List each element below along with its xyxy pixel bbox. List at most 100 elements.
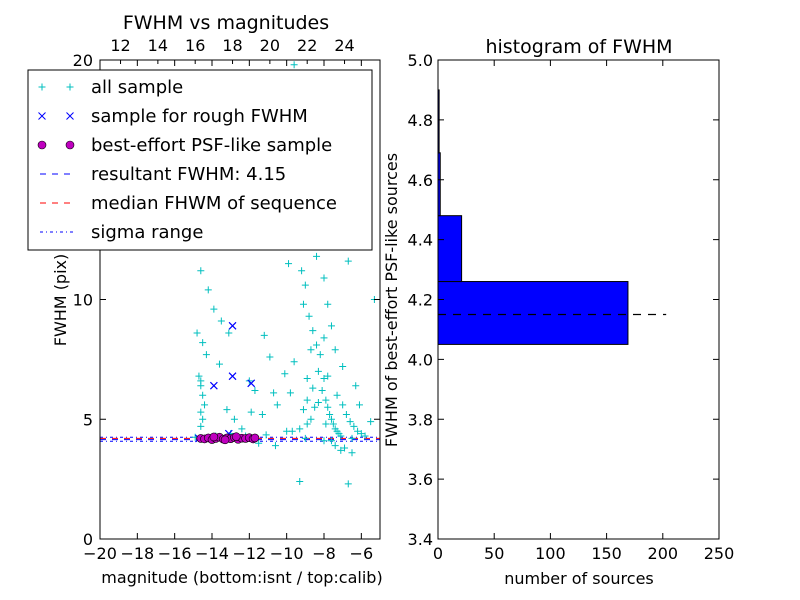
all-sample-point bbox=[327, 437, 335, 445]
all-sample-point bbox=[324, 403, 332, 411]
histogram-bar bbox=[438, 89, 440, 154]
all-sample-point bbox=[350, 422, 358, 430]
all-sample-point bbox=[333, 391, 341, 399]
legend-entry: sigma range bbox=[40, 222, 203, 243]
all-sample-point bbox=[327, 322, 335, 330]
x-tick-label: −10 bbox=[270, 544, 304, 563]
x-tick-label: 50 bbox=[484, 544, 504, 563]
all-sample-point bbox=[307, 415, 315, 423]
all-sample-point bbox=[316, 351, 324, 359]
all-sample-point bbox=[303, 420, 311, 428]
x-tick-label: −20 bbox=[83, 544, 117, 563]
histogram-xlabel: number of sources bbox=[504, 569, 654, 588]
all-sample-point bbox=[331, 442, 339, 450]
all-sample-point bbox=[313, 252, 321, 260]
all-sample-point bbox=[255, 439, 263, 447]
rough-fwhm-point bbox=[247, 379, 256, 388]
all-sample-point bbox=[301, 281, 309, 289]
all-sample-point bbox=[303, 396, 311, 404]
legend-marker-plus bbox=[66, 83, 74, 91]
legend-entry: median FHWM of sequence bbox=[40, 193, 337, 214]
all-sample-point bbox=[290, 358, 298, 366]
psf-like-point bbox=[250, 433, 260, 443]
all-sample-point bbox=[313, 341, 321, 349]
x-tick-label: −14 bbox=[195, 544, 229, 563]
histogram-title: histogram of FWHM bbox=[485, 36, 672, 58]
legend-label: sample for rough FWHM bbox=[91, 106, 308, 127]
all-sample-point bbox=[357, 430, 365, 438]
all-sample-point bbox=[337, 446, 345, 454]
top-tick-label: 22 bbox=[297, 36, 317, 55]
all-sample-point bbox=[273, 401, 281, 409]
y-tick-label: 10 bbox=[73, 291, 93, 310]
all-sample-point bbox=[258, 410, 266, 418]
all-sample-point bbox=[260, 331, 268, 339]
all-sample-point bbox=[301, 434, 309, 442]
legend-marker-circle bbox=[65, 140, 75, 150]
all-sample-point bbox=[197, 267, 205, 275]
histogram-bars bbox=[438, 89, 629, 345]
scatter-ylabel: FWHM (pix) bbox=[51, 254, 70, 347]
all-sample-point bbox=[346, 418, 354, 426]
y-tick-label: 4.8 bbox=[408, 111, 433, 130]
all-sample-point bbox=[223, 406, 231, 414]
all-sample-point bbox=[354, 427, 362, 435]
histogram-bar bbox=[438, 281, 629, 345]
histogram-bar bbox=[438, 215, 463, 283]
top-tick-label: 12 bbox=[110, 36, 130, 55]
all-sample-point bbox=[271, 442, 279, 450]
all-sample-point bbox=[262, 431, 270, 439]
all-sample-point bbox=[298, 267, 306, 275]
all-sample-point bbox=[197, 382, 205, 390]
all-sample-point bbox=[230, 415, 238, 423]
all-sample-point bbox=[348, 434, 356, 442]
all-sample-point bbox=[290, 61, 298, 69]
y-tick-label: 0 bbox=[83, 530, 93, 549]
all-sample-point bbox=[309, 327, 317, 335]
all-sample-point bbox=[322, 396, 330, 404]
x-tick-label: 200 bbox=[648, 544, 679, 563]
psf-like-point bbox=[231, 432, 241, 442]
top-axis-ticks: 12 14 16 18 20 22 24 bbox=[110, 36, 355, 64]
x-tick-label: 150 bbox=[591, 544, 622, 563]
scatter-xlabel: magnitude (bottom:isnt / top:calib) bbox=[101, 568, 382, 587]
all-sample-point bbox=[283, 427, 291, 435]
x-tick-label: −16 bbox=[158, 544, 192, 563]
all-sample-point bbox=[344, 257, 352, 265]
y-tick-label: 4.2 bbox=[408, 291, 433, 310]
all-sample-point bbox=[210, 305, 218, 313]
x-tick-label: −8 bbox=[312, 544, 336, 563]
all-sample-point bbox=[348, 449, 356, 457]
scatter-title: FWHM vs magnitudes bbox=[123, 12, 329, 34]
all-sample-point bbox=[299, 406, 307, 414]
all-sample-point bbox=[299, 300, 307, 308]
all-sample-point bbox=[320, 375, 328, 383]
y-tick-label: 3.4 bbox=[408, 530, 433, 549]
all-sample-point bbox=[217, 317, 225, 325]
rough-fwhm-point bbox=[209, 381, 218, 390]
psf-like-point bbox=[220, 435, 230, 445]
all-sample-point bbox=[367, 418, 375, 426]
all-sample-point bbox=[204, 286, 212, 294]
psf-like-point bbox=[209, 432, 219, 442]
x-tick-label: −12 bbox=[232, 544, 266, 563]
all-sample-point bbox=[195, 372, 203, 380]
legend: all sample sample for rough FWHM best-effo… bbox=[27, 69, 373, 251]
all-sample-point bbox=[270, 389, 278, 397]
all-sample-point bbox=[339, 363, 347, 371]
all-sample-point bbox=[266, 353, 274, 361]
all-sample-point bbox=[238, 425, 246, 433]
histogram-x-ticks: 0 50 100 150 200 250 bbox=[433, 60, 734, 563]
x-tick-label: 100 bbox=[535, 544, 566, 563]
all-sample-point bbox=[296, 478, 304, 486]
all-sample-point bbox=[320, 274, 328, 282]
legend-label: all sample bbox=[91, 77, 183, 98]
all-sample-point bbox=[327, 415, 335, 423]
x-axis-ticks: −20 −18 −16 −14 −12 −10 −8 −6 bbox=[83, 60, 373, 563]
x-tick-label: 250 bbox=[704, 544, 735, 563]
top-tick-label: 18 bbox=[222, 36, 242, 55]
all-sample-point bbox=[305, 312, 313, 320]
all-sample-point bbox=[331, 346, 339, 354]
all-sample-point bbox=[318, 387, 326, 395]
